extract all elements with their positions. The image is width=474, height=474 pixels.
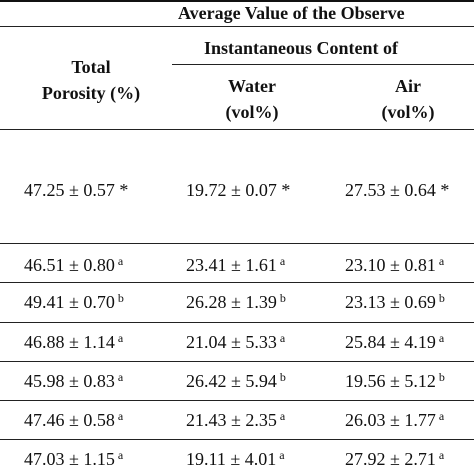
row-5-water: 21.43 ± 2.35 a bbox=[186, 409, 286, 430]
row-5-total: 47.46 ± 0.58 a bbox=[24, 409, 124, 430]
row-3-total: 46.88 ± 1.14 a bbox=[24, 331, 124, 352]
group-rule bbox=[0, 26, 474, 27]
row-rule bbox=[0, 282, 474, 283]
subgroup-rule bbox=[172, 64, 474, 65]
row-1-total: 46.51 ± 0.80 a bbox=[24, 254, 124, 275]
row-rule bbox=[0, 322, 474, 323]
row-rule bbox=[0, 400, 474, 401]
row-0-water: 19.72 ± 0.07 * bbox=[186, 180, 291, 200]
row-6-air: 27.92 ± 2.71 a bbox=[345, 448, 445, 469]
col-air-line1: Air bbox=[395, 76, 421, 96]
row-2-total: 49.41 ± 0.70 b bbox=[24, 291, 124, 312]
row-6-total: 47.03 ± 1.15 a bbox=[24, 448, 124, 469]
header-rule bbox=[0, 129, 474, 130]
col-air-line2: (vol%) bbox=[381, 102, 435, 122]
row-rule bbox=[0, 439, 474, 440]
top-rule bbox=[0, 0, 474, 2]
row-rule bbox=[0, 243, 474, 244]
col-water-line1: Water bbox=[228, 76, 276, 96]
row-0-air: 27.53 ± 0.64 * bbox=[345, 180, 450, 200]
col-water-line2: (vol%) bbox=[225, 102, 279, 122]
row-4-water: 26.42 ± 5.94 b bbox=[186, 370, 286, 391]
row-2-water: 26.28 ± 1.39 b bbox=[186, 291, 286, 312]
group-header: Average Value of the Observe bbox=[178, 3, 405, 23]
row-5-air: 26.03 ± 1.77 a bbox=[345, 409, 445, 430]
subgroup-header: Instantaneous Content of bbox=[204, 38, 399, 58]
row-4-total: 45.98 ± 0.83 a bbox=[24, 370, 124, 391]
row-1-air: 23.10 ± 0.81 a bbox=[345, 254, 445, 275]
row-6-water: 19.11 ± 4.01 a bbox=[186, 448, 285, 469]
row-3-air: 25.84 ± 4.19 a bbox=[345, 331, 445, 352]
row-1-water: 23.41 ± 1.61 a bbox=[186, 254, 286, 275]
col-total-line2: Porosity (%) bbox=[41, 83, 141, 103]
row-3-water: 21.04 ± 5.33 a bbox=[186, 331, 286, 352]
col-total-line1: Total bbox=[71, 57, 111, 77]
row-4-air: 19.56 ± 5.12 b bbox=[345, 370, 445, 391]
row-rule bbox=[0, 361, 474, 362]
row-0-total: 47.25 ± 0.57 * bbox=[24, 180, 129, 200]
row-2-air: 23.13 ± 0.69 b bbox=[345, 291, 445, 312]
